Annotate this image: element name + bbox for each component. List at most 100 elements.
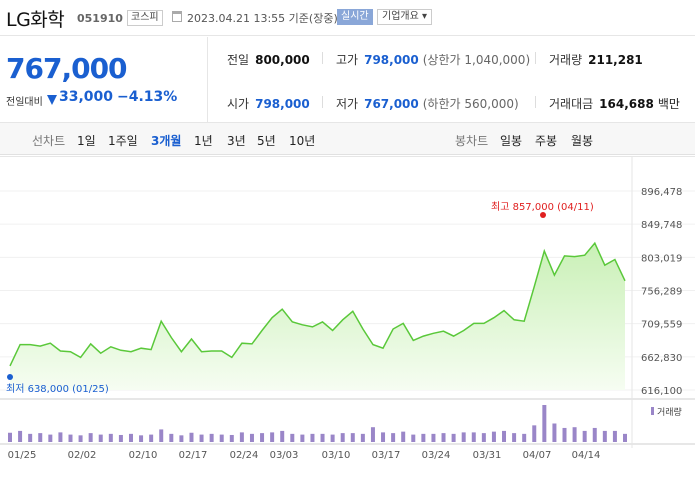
tab-daily[interactable]: 일봉 — [500, 134, 523, 148]
volume-bar — [552, 423, 557, 442]
realtime-badge: 실시간 — [337, 9, 373, 25]
volume-bar — [48, 434, 53, 442]
volume-bar — [602, 430, 607, 442]
volume-bar — [411, 434, 416, 442]
current-price: 767,000 — [6, 52, 128, 85]
stat-amount-unit: 백만 — [657, 97, 680, 111]
volume-bar — [310, 433, 315, 442]
volume-bar — [28, 433, 33, 442]
stat-volume-value: 211,281 — [588, 53, 643, 67]
stat-prev-label: 전일 — [227, 53, 250, 67]
stat-high: 고가 798,000 (상한가 1,040,000) — [336, 51, 530, 68]
volume-bar — [88, 433, 93, 442]
y-tick-label: 709,559 — [641, 320, 682, 331]
volume-bar — [340, 433, 345, 442]
divider — [0, 122, 695, 123]
divider — [535, 52, 536, 64]
x-tick-label: 02/10 — [129, 450, 158, 461]
volume-bar — [592, 427, 597, 442]
chart-tabs: 선차트 1일 1주일 3개월 1년 3년 5년 10년 봉차트 일봉 주봉 월봉 — [0, 123, 695, 155]
tab-10y[interactable]: 10년 — [289, 134, 316, 148]
volume-bar — [370, 427, 375, 442]
volume-bar — [128, 433, 133, 442]
tab-3m[interactable]: 3개월 — [151, 134, 182, 148]
volume-bar — [542, 405, 547, 442]
stock-code: 051910 — [77, 12, 123, 25]
volume-bar — [239, 432, 244, 442]
stat-high-limit: (상한가 1,040,000) — [422, 53, 531, 67]
volume-bar — [471, 432, 476, 442]
stat-amount-value: 164,688 — [599, 97, 654, 111]
volume-bar — [68, 434, 73, 442]
volume-bar — [381, 432, 386, 442]
down-arrow-icon — [47, 95, 57, 105]
price-chart: 896,478 849,748 803,019 756,289 709,559 662,8… — [0, 156, 695, 461]
volume-bar — [300, 434, 305, 442]
volume-bar — [249, 433, 254, 442]
volume-bar — [461, 432, 466, 442]
volume-bar — [360, 433, 365, 442]
x-tick-label: 02/17 — [179, 450, 208, 461]
divider — [322, 96, 323, 108]
stat-open: 시가 798,000 — [227, 95, 310, 112]
y-tick-label: 896,478 — [641, 187, 682, 198]
calendar-icon — [172, 11, 182, 22]
stat-prev-value: 800,000 — [255, 53, 310, 67]
volume-bar — [260, 433, 265, 442]
x-tick-label: 03/31 — [473, 450, 502, 461]
volume-bar — [623, 433, 627, 442]
company-info-dropdown[interactable]: 기업개요 ▾ — [377, 9, 432, 25]
volume-bar — [159, 429, 164, 442]
volume-bar — [350, 433, 355, 442]
volume-bar — [270, 432, 275, 442]
volume-bar — [149, 434, 154, 442]
price-line — [9, 241, 626, 367]
stock-header: LG화학 051910 코스피 2023.04.21 13:55 기준(장중) … — [0, 0, 695, 36]
volume-bar — [169, 433, 174, 442]
divider — [322, 52, 323, 64]
tab-1d[interactable]: 1일 — [77, 134, 96, 148]
stat-open-label: 시가 — [227, 97, 250, 111]
volume-bar — [451, 433, 456, 442]
volume-bar — [532, 425, 537, 442]
volume-bar — [491, 431, 496, 442]
volume-bar — [431, 433, 436, 442]
min-marker — [7, 374, 13, 380]
volume-bar — [391, 433, 396, 442]
volume-bar — [572, 427, 577, 442]
volume-bar — [330, 434, 335, 442]
x-tick-label: 02/02 — [68, 450, 97, 461]
stat-low-label: 저가 — [336, 97, 359, 111]
y-tick-label: 849,748 — [641, 220, 682, 231]
stat-low: 저가 767,000 (하한가 560,000) — [336, 95, 519, 112]
stat-amount: 거래대금 164,688 백만 — [549, 95, 680, 112]
x-tick-label: 03/24 — [422, 450, 451, 461]
x-tick-label: 01/25 — [8, 450, 37, 461]
price-change: 33,000 — [59, 89, 114, 105]
timestamp: 2023.04.21 13:55 기준(장중) — [187, 12, 338, 25]
stat-prev: 전일 800,000 — [227, 51, 310, 68]
price-area — [10, 243, 625, 390]
volume-legend-label: 거래량 — [657, 406, 682, 418]
volume-bar — [421, 433, 426, 442]
stat-amount-label: 거래대금 — [549, 97, 594, 111]
stat-low-value: 767,000 — [364, 97, 419, 111]
y-tick-label: 756,289 — [641, 287, 682, 298]
divider — [535, 96, 536, 108]
market-badge: 코스피 — [127, 10, 163, 26]
volume-bar — [199, 434, 204, 442]
volume-bar — [612, 430, 617, 442]
tab-1y[interactable]: 1년 — [194, 134, 213, 148]
volume-bar — [522, 433, 527, 442]
tab-1w[interactable]: 1주일 — [108, 134, 138, 148]
x-tick-label: 03/17 — [372, 450, 401, 461]
tab-weekly[interactable]: 주봉 — [535, 134, 558, 148]
volume-bar — [441, 433, 446, 442]
y-tick-label: 616,100 — [641, 386, 682, 397]
tab-monthly[interactable]: 월봉 — [571, 134, 594, 148]
volume-bar — [8, 432, 12, 442]
volume-bar — [209, 433, 214, 442]
volume-bar — [280, 430, 285, 442]
tab-3y[interactable]: 3년 — [227, 134, 246, 148]
tab-5y[interactable]: 5년 — [257, 134, 276, 148]
